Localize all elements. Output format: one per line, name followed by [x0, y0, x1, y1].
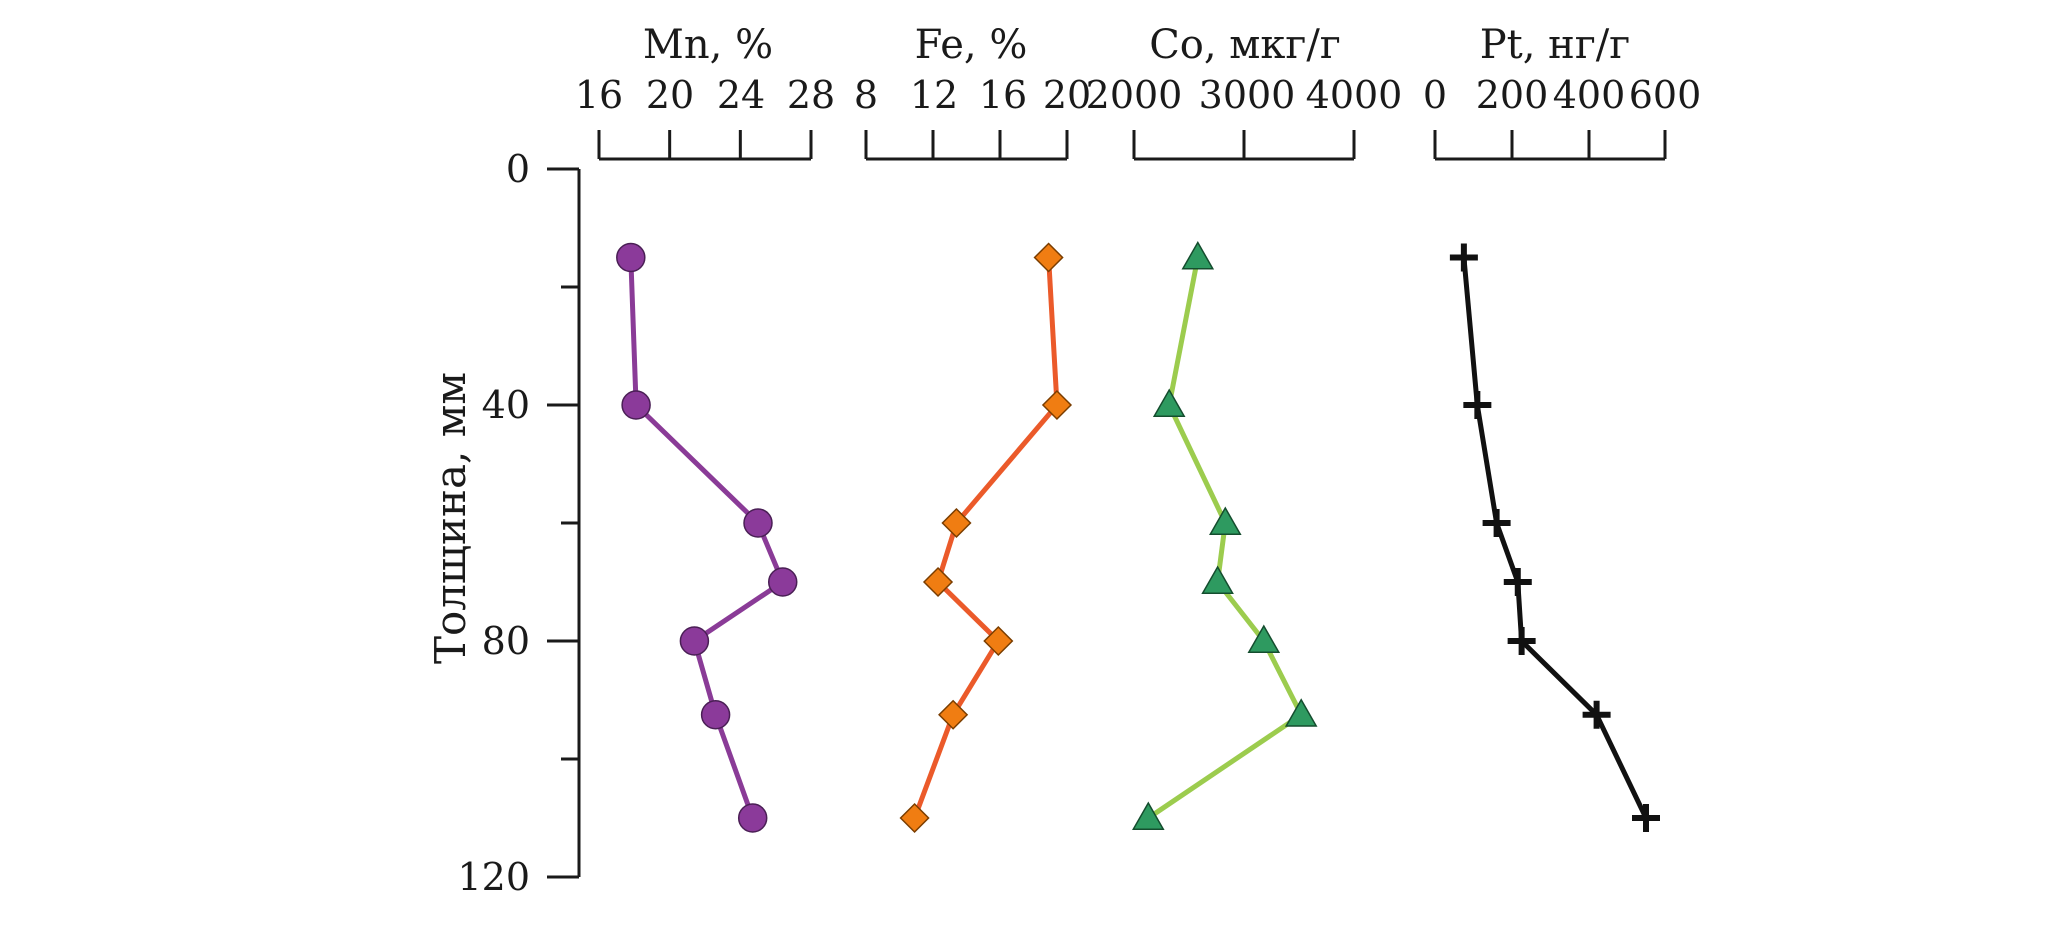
pt-tick-label-0: 0 [1423, 73, 1447, 117]
co-axis-ticks [1132, 130, 1356, 159]
pt-data-point-4 [1507, 627, 1536, 655]
pt-data-point-5 [1582, 700, 1611, 729]
co-data-point-3 [1201, 565, 1234, 594]
co-data-point-6 [1132, 801, 1165, 830]
mn-data-point-6 [737, 803, 768, 833]
pt-axis-tick-labels: 0 200 400 600 [1423, 73, 1701, 117]
pt-axis-title: Pt, нг/г [1480, 22, 1630, 68]
co-series-markers [1132, 240, 1318, 830]
mn-axis-tick-labels: 16 20 24 28 [575, 73, 835, 117]
depth-axis: 0 40 80 120 Толщина, мм [426, 147, 581, 899]
co-data-point-5 [1284, 698, 1318, 727]
pt-data-point-6 [1632, 804, 1660, 832]
co-tick-label-0: 2000 [1086, 73, 1183, 117]
mn-data-point-4 [679, 626, 710, 656]
fe-tick-label-1: 12 [910, 73, 958, 117]
fe-data-point-3 [922, 566, 954, 598]
pt-tick-label-2: 400 [1553, 73, 1626, 117]
mn-tick-label-1: 20 [646, 73, 694, 117]
fe-tick-label-0: 8 [854, 73, 878, 117]
mn-series-markers [616, 242, 798, 833]
co-tick-label-1: 3000 [1199, 73, 1296, 117]
mn-data-point-3 [767, 567, 798, 597]
fe-series-markers [899, 242, 1073, 834]
mn-axis-ticks [597, 130, 813, 159]
pt-data-point-3 [1503, 568, 1532, 596]
mn-data-point-2 [743, 508, 773, 538]
panel-mn: Mn, % 16 20 24 28 [575, 22, 835, 833]
pt-series-line [1461, 257, 1649, 820]
pt-data-point-0 [1449, 243, 1478, 272]
mn-tick-label-2: 24 [717, 73, 765, 117]
mn-series-line [628, 257, 786, 819]
fe-tick-label-2: 16 [979, 73, 1027, 117]
depth-tick-label-80: 80 [482, 619, 530, 663]
depth-tick-label-120: 120 [457, 855, 530, 899]
depth-tick-label-0: 0 [506, 147, 530, 191]
depth-axis-title: Толщина, мм [426, 372, 475, 664]
fe-data-point-0 [1033, 242, 1064, 273]
co-data-point-1 [1152, 388, 1186, 417]
co-data-point-2 [1209, 506, 1242, 535]
fe-data-point-2 [941, 507, 972, 539]
fe-axis-tick-labels: 8 12 16 20 [854, 73, 1091, 117]
depth-tick-label-40: 40 [482, 383, 530, 427]
fe-axis-ticks [864, 130, 1069, 159]
mn-data-point-0 [616, 242, 646, 273]
co-data-point-0 [1181, 240, 1215, 270]
fe-data-point-5 [938, 699, 969, 730]
co-data-point-4 [1247, 624, 1281, 653]
pt-tick-label-3: 600 [1629, 73, 1702, 117]
fe-data-point-6 [899, 802, 930, 834]
mn-data-point-1 [621, 390, 651, 420]
fe-tick-label-3: 20 [1043, 73, 1091, 117]
co-tick-label-2: 4000 [1306, 73, 1403, 117]
pt-data-point-2 [1482, 509, 1511, 537]
fe-axis-title: Fe, % [915, 22, 1028, 68]
co-series-line [1146, 257, 1304, 821]
panel-fe: Fe, % 8 12 16 20 [854, 22, 1091, 834]
mn-data-point-5 [700, 700, 731, 730]
pt-axis-ticks [1433, 130, 1667, 159]
co-axis-tick-labels: 2000 3000 4000 [1086, 73, 1403, 117]
fe-series-line [912, 257, 1060, 819]
pt-data-point-1 [1463, 391, 1492, 419]
mn-tick-label-3: 28 [787, 73, 835, 117]
panel-pt: Pt, нг/г 0 200 400 600 [1423, 22, 1701, 832]
fe-data-point-4 [983, 625, 1014, 657]
co-axis-title: Co, мкг/г [1149, 22, 1341, 68]
fe-data-point-1 [1041, 389, 1073, 421]
mn-tick-label-0: 16 [575, 73, 623, 117]
mn-axis-title: Mn, % [643, 22, 773, 68]
panel-co: Co, мкг/г 2000 3000 4000 [1086, 22, 1403, 830]
pt-series-markers [1449, 243, 1660, 832]
pt-tick-label-1: 200 [1476, 73, 1549, 117]
